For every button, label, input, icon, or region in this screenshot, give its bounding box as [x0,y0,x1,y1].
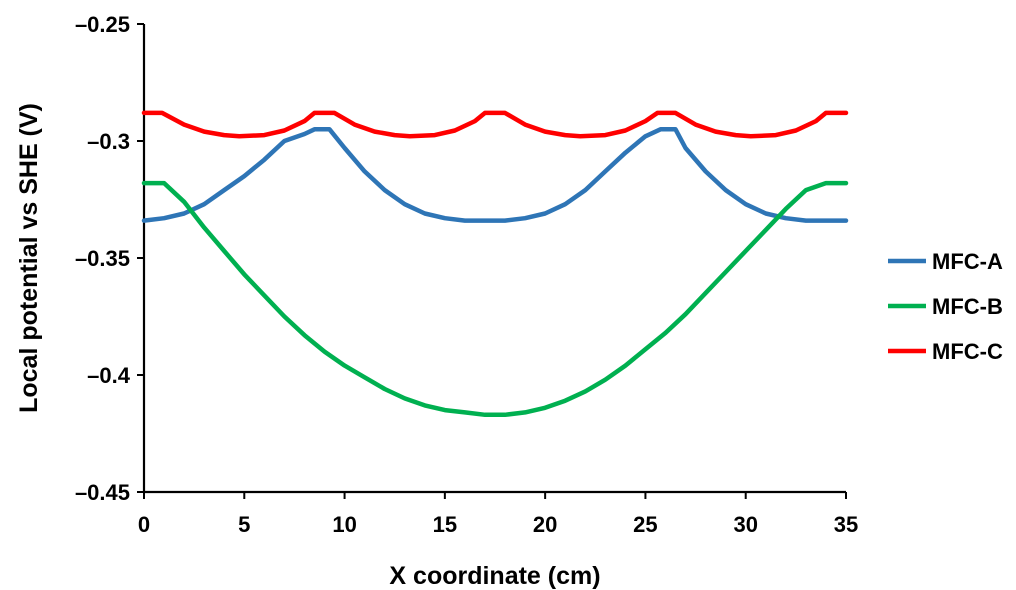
legend: MFC-A MFC-B MFC-C [888,249,1003,364]
x-tick-label: 0 [138,512,150,537]
series-line-mfc-b [141,180,849,418]
y-tick-label: –0.35 [75,246,130,271]
y-tick-label: –0.45 [75,480,130,505]
series-line-mfc-c [141,110,849,139]
y-tick-label: –0.3 [87,129,130,154]
series-layer [141,110,849,418]
legend-label-mfc-b: MFC-B [932,294,1003,319]
x-tick-label: 25 [633,512,657,537]
series-line-mfc-a [141,127,849,223]
ticks-layer: 0 5 10 15 20 25 30 35 –0.25 –0.3 –0.35 –0.4 –0.45 [75,12,858,537]
x-tick-label: 15 [433,512,457,537]
x-tick-label: 5 [238,512,250,537]
x-axis-title: X coordinate (cm) [389,562,600,590]
x-tick-label: 10 [332,512,356,537]
x-tick-label: 30 [733,512,757,537]
x-tick-label: 35 [834,512,858,537]
legend-label-mfc-a: MFC-A [932,249,1003,274]
y-axis-title: Local potential vs SHE (V) [15,103,43,413]
legend-label-mfc-c: MFC-C [932,339,1003,364]
x-tick-label: 20 [533,512,557,537]
y-tick-label: –0.25 [75,12,130,37]
y-tick-label: –0.4 [87,363,131,388]
